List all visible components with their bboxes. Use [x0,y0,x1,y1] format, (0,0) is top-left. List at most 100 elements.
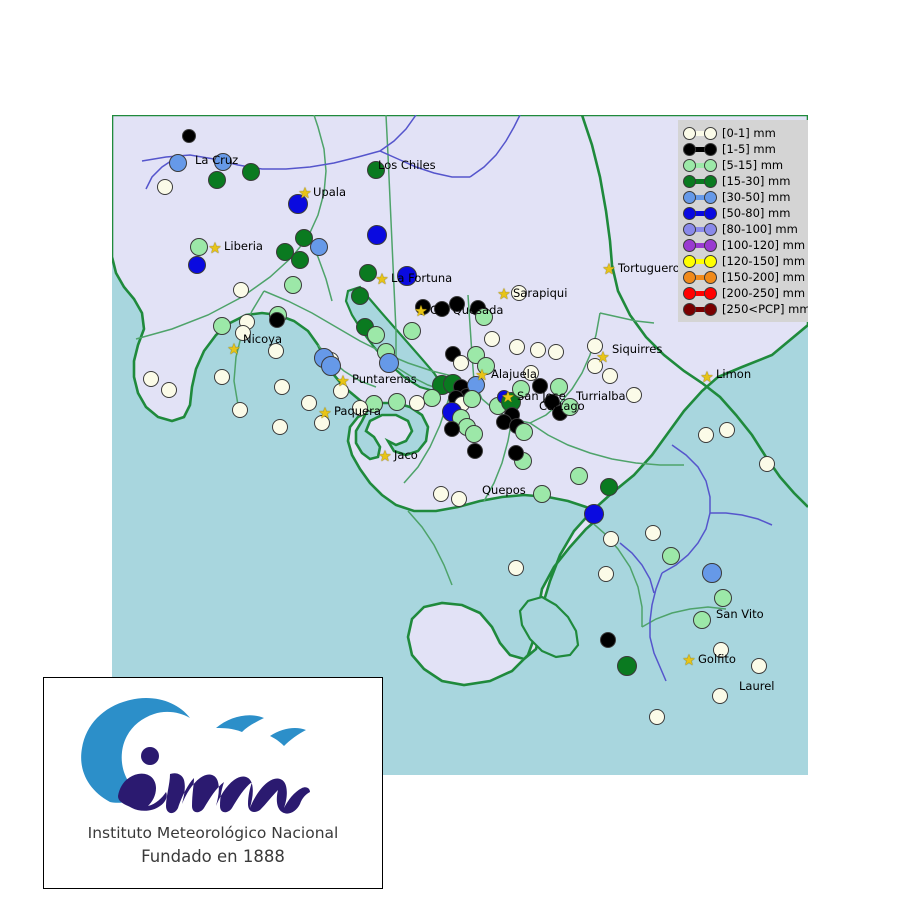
station-marker[interactable] [602,368,618,384]
station-marker[interactable] [523,365,539,381]
legend-row[interactable]: [120-150] mm [683,253,805,269]
precipitation-map[interactable]: La Cruz Los Chiles ★ Upala ★ Liberia ★ La Fortu… [112,115,808,775]
legend-row[interactable]: [100-120] mm [683,237,805,253]
legend-row[interactable]: [200-250] mm [683,285,805,301]
station-marker[interactable] [301,395,317,411]
station-marker[interactable] [626,387,642,403]
station-marker[interactable] [702,563,722,583]
station-marker[interactable] [214,153,232,171]
station-marker[interactable] [662,547,680,565]
station-marker[interactable] [272,419,288,435]
station-marker[interactable] [451,491,467,507]
station-marker[interactable] [453,355,469,371]
station-marker[interactable] [533,485,551,503]
station-marker[interactable] [310,238,328,256]
station-marker[interactable] [388,393,406,411]
station-marker[interactable] [288,194,308,214]
station-marker[interactable] [530,342,546,358]
station-marker[interactable] [444,421,460,437]
station-marker[interactable] [751,658,767,674]
station-marker[interactable] [698,427,714,443]
station-marker[interactable] [367,326,385,344]
legend-row[interactable]: [15-30] mm [683,173,804,189]
station-marker[interactable] [367,225,387,245]
station-marker[interactable] [403,322,421,340]
station-marker[interactable] [268,343,284,359]
station-marker[interactable] [161,382,177,398]
station-marker[interactable] [449,296,465,312]
station-marker[interactable] [295,229,313,247]
station-marker[interactable] [434,301,450,317]
station-marker[interactable] [232,402,248,418]
legend-row[interactable]: [0-1] mm [683,125,804,141]
station-marker[interactable] [214,369,230,385]
station-marker[interactable] [512,380,530,398]
station-marker[interactable] [759,456,775,472]
station-marker[interactable] [649,709,665,725]
station-marker[interactable] [712,688,728,704]
station-marker[interactable] [475,308,493,326]
station-marker[interactable] [333,383,349,399]
station-marker[interactable] [511,285,527,301]
station-marker[interactable] [235,325,251,341]
station-marker[interactable] [284,276,302,294]
precipitation-legend[interactable]: [0-1] mm [1-5] mm [5-15] mm [15-30] mm [30-5… [678,120,808,322]
station-marker[interactable] [188,256,206,274]
station-marker[interactable] [213,317,231,335]
station-marker[interactable] [561,398,579,416]
station-marker[interactable] [693,611,711,629]
station-marker[interactable] [291,251,309,269]
station-marker[interactable] [570,467,588,485]
station-marker[interactable] [233,282,249,298]
legend-row[interactable]: [1-5] mm [683,141,804,157]
station-marker[interactable] [532,378,548,394]
station-marker[interactable] [463,390,481,408]
legend-row[interactable]: [150-200] mm [683,269,805,285]
station-marker[interactable] [433,486,449,502]
legend-row[interactable]: [50-80] mm [683,205,804,221]
station-marker[interactable] [603,531,619,547]
station-marker[interactable] [509,339,525,355]
legend-row[interactable]: [30-50] mm [683,189,804,205]
station-marker[interactable] [397,266,417,286]
station-marker[interactable] [515,423,533,441]
station-marker[interactable] [208,171,226,189]
station-marker[interactable] [359,264,377,282]
station-marker[interactable] [169,154,187,172]
station-marker[interactable] [242,163,260,181]
station-marker[interactable] [190,238,208,256]
station-marker[interactable] [314,415,330,431]
station-marker[interactable] [617,656,637,676]
station-marker[interactable] [321,356,341,376]
station-marker[interactable] [587,358,603,374]
station-marker[interactable] [600,478,618,496]
station-marker[interactable] [467,443,483,459]
station-marker[interactable] [713,642,729,658]
legend-row[interactable]: [5-15] mm [683,157,804,173]
station-marker[interactable] [550,378,568,396]
station-marker[interactable] [274,379,290,395]
station-marker[interactable] [714,589,732,607]
station-marker[interactable] [465,425,483,443]
station-marker[interactable] [508,560,524,576]
station-marker[interactable] [143,371,159,387]
station-marker[interactable] [182,129,196,143]
station-marker[interactable] [423,389,441,407]
station-marker[interactable] [600,632,616,648]
station-marker[interactable] [351,287,369,305]
station-marker[interactable] [508,445,524,461]
station-marker[interactable] [269,312,285,328]
station-marker[interactable] [548,344,564,360]
station-marker[interactable] [367,161,385,179]
station-marker[interactable] [157,179,173,195]
station-marker[interactable] [379,353,399,373]
station-marker[interactable] [645,525,661,541]
legend-row[interactable]: [250<PCP] mm [683,301,808,317]
station-marker[interactable] [587,338,603,354]
station-marker[interactable] [409,395,425,411]
station-marker[interactable] [598,566,614,582]
station-marker[interactable] [477,357,495,375]
station-marker[interactable] [484,331,500,347]
station-marker[interactable] [719,422,735,438]
station-marker[interactable] [415,299,431,315]
